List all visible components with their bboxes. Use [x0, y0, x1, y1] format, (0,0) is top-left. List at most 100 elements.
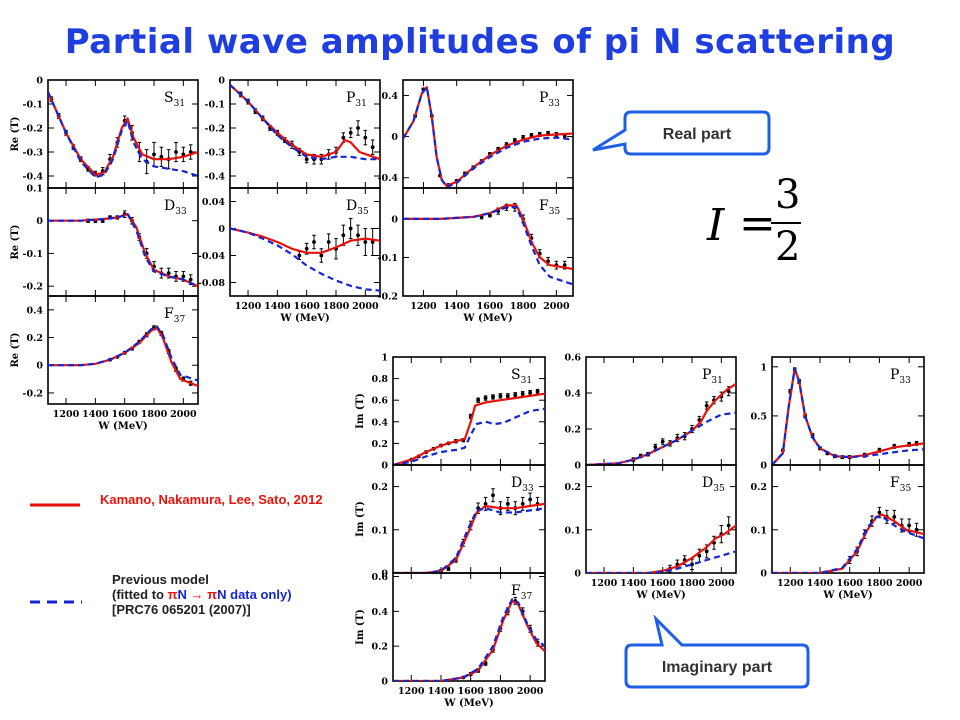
chart-imag-s31-data-point [483, 396, 488, 400]
chart-imag-f37-frame [392, 572, 546, 682]
formula-equals: = [739, 198, 776, 249]
real-part-label: Real part [663, 126, 732, 143]
chart-real-p31-wave-label: P31 [346, 90, 367, 109]
chart-imag-d35-ytick-label: 0 [574, 569, 581, 580]
chart-real-p33: 0.4 0 -0.4 P33 [378, 79, 574, 189]
chart-real-f35-data-point [562, 263, 567, 268]
chart-real-f35-wave-label: F35 [539, 198, 560, 217]
chart-real-s31-data-point [174, 150, 178, 154]
chart-imag-f37-ylabel: Im (T) [355, 609, 366, 645]
chart-real-f35-plot-area [403, 202, 573, 286]
chart-real-f35-xtick-label: 2000 [543, 301, 570, 312]
page-title: Partial wave amplitudes of pi N scatteri… [64, 22, 896, 62]
chart-imag-f37-xtick-label: 1200 [398, 686, 425, 697]
chart-imag-f35-current-model-curve [772, 513, 924, 573]
chart-real-s31-current-model-curve [48, 91, 198, 176]
chart-imag-d35-data-point [697, 553, 702, 558]
chart-imag-p33-ytick-label: 0 [760, 461, 767, 472]
chart-real-f37-xtick-label: 1800 [141, 409, 168, 420]
chart-imag-p31-ytick-label: 0.4 [564, 389, 581, 400]
chart-real-d35-data-point [319, 253, 324, 258]
chart-real-d35-data-point [356, 233, 360, 238]
chart-real-f37-wave-label: F37 [164, 306, 185, 325]
chart-real-d35-data-point [341, 233, 346, 238]
chart-imag-p33-plot-area [772, 367, 924, 465]
chart-imag-d33-data-point [491, 493, 495, 498]
chart-real-p31-data-point [363, 135, 368, 140]
chart-real-d35-ytick-label: -0.08 [198, 278, 225, 289]
chart-imag-s31-data-point [513, 392, 518, 397]
chart-real-f37-ytick-label: -0.2 [23, 388, 43, 399]
chart-real-f37-plot-area [48, 325, 198, 388]
chart-real-f35-current-model-curve [403, 204, 573, 271]
chart-real-p31-data-point [356, 126, 360, 130]
chart-real-p31-data-point [304, 157, 309, 162]
chart-imag-f35-ytick-label: 0.1 [750, 525, 767, 536]
chart-imag-f35-xtick-label: 1800 [866, 578, 893, 589]
chart-imag-d35: 0.2 0.1 0 1200 1400 1600 1800 2000 W (MeV) D35 [564, 464, 737, 601]
chart-imag-f35-data-point [892, 514, 897, 519]
chart-imag-d35-xtick-label: 2000 [708, 578, 735, 589]
chart-imag-p31: 0.6 0.4 0.2 0 P31 [564, 353, 737, 472]
chart-imag-p31-data-point [653, 445, 658, 449]
chart-imag-s31-frame [392, 356, 546, 466]
chart-real-p33-ytick-label: -0.4 [378, 173, 399, 184]
chart-real-f37-xtick-label: 2000 [170, 409, 197, 420]
chart-imag-f37-wave-label: F37 [511, 583, 532, 602]
chart-imag-s31-ytick-label: 0.8 [371, 374, 388, 385]
chart-imag-d35-ytick-label: 0.1 [564, 525, 581, 536]
chart-real-s31-ytick-label: -0.1 [23, 100, 43, 111]
chart-imag-d35-xtick-label: 1400 [620, 578, 647, 589]
chart-imag-p31-plot-area [586, 383, 736, 465]
chart-imag-f37-xtick-label: 1600 [457, 686, 484, 697]
chart-imag-f35-frame [771, 464, 925, 574]
chart-imag-f35-xtick-label: 1400 [807, 578, 834, 589]
chart-real-d33-frame [47, 187, 199, 297]
chart-imag-p31-data-point [660, 439, 665, 444]
imaginary-part-callout-bubble [624, 615, 810, 689]
chart-imag-f37: 0.6 0.4 0.2 0 1200 1400 1600 1800 2000 W (MeV) Im … [355, 572, 546, 709]
chart-real-f37-ytick-label: 0.2 [26, 333, 43, 344]
chart-real-f35-xtick-label: 1400 [443, 301, 470, 312]
chart-imag-f35-previous-model-curve [772, 515, 924, 573]
chart-imag-d33-ytick-label: 0.2 [371, 482, 388, 493]
chart-imag-p31-data-point [704, 403, 709, 408]
chart-real-f37-xlabel: W (MeV) [97, 421, 147, 432]
chart-real-s31-previous-model-curve [48, 91, 198, 179]
chart-imag-f37-ytick-label: 0.4 [371, 607, 388, 618]
chart-real-s31-plot-area [48, 91, 198, 179]
chart-imag-s31-current-model-curve [393, 392, 545, 465]
chart-real-d33-ylabel: Re (T) [10, 224, 21, 259]
chart-real-d33-wave-label: D33 [164, 198, 187, 217]
chart-imag-f35-xtick-label: 2000 [896, 578, 923, 589]
chart-imag-d33-data-point [505, 501, 510, 506]
chart-real-d35-plot-area [230, 217, 380, 292]
chart-real-d33-data-point [181, 274, 186, 279]
chart-real-p31-ytick-label: 0 [218, 76, 225, 87]
chart-imag-p33-ytick-label: 1 [760, 362, 767, 373]
chart-imag-d35-frame [585, 464, 737, 574]
chart-real-d35: 0.04 0 -0.04 -0.08 1200 1400 1600 1800 2000 W (Me… [198, 187, 381, 324]
chart-imag-d35-xtick-label: 1200 [591, 578, 618, 589]
formula-lhs: I [707, 200, 725, 251]
chart-imag-p33-previous-model-curve [772, 367, 924, 465]
chart-imag-d33-wave-label: D33 [511, 475, 534, 494]
chart-real-p31-data-point [370, 145, 375, 150]
chart-real-s31-frame [47, 79, 199, 189]
chart-imag-f37-ytick-label: 0.6 [371, 572, 388, 583]
chart-imag-d35-data-point [704, 549, 709, 554]
chart-real-d35-xtick-label: 1600 [293, 301, 320, 312]
chart-imag-s31-data-point [491, 395, 495, 399]
chart-real-s31-ytick-label: -0.2 [23, 124, 43, 135]
chart-real-f35: 0 -0.1 -0.2 1200 1400 1600 1800 2000 W (MeV) F35 [378, 187, 574, 324]
chart-imag-p31-previous-model-curve [586, 411, 736, 465]
chart-real-f37-ylabel: Re (T) [10, 332, 21, 367]
chart-imag-d35-plot-area [586, 516, 736, 573]
chart-real-d35-current-model-curve [230, 227, 380, 254]
chart-real-p31-data-point [341, 135, 346, 140]
chart-real-f35-xtick-label: 1800 [510, 301, 537, 312]
chart-imag-d33-data-point [483, 501, 488, 506]
chart-real-p33-previous-model-curve [403, 86, 573, 188]
chart-imag-d33-data-point [446, 566, 451, 571]
chart-real-p31-plot-area [230, 83, 380, 165]
